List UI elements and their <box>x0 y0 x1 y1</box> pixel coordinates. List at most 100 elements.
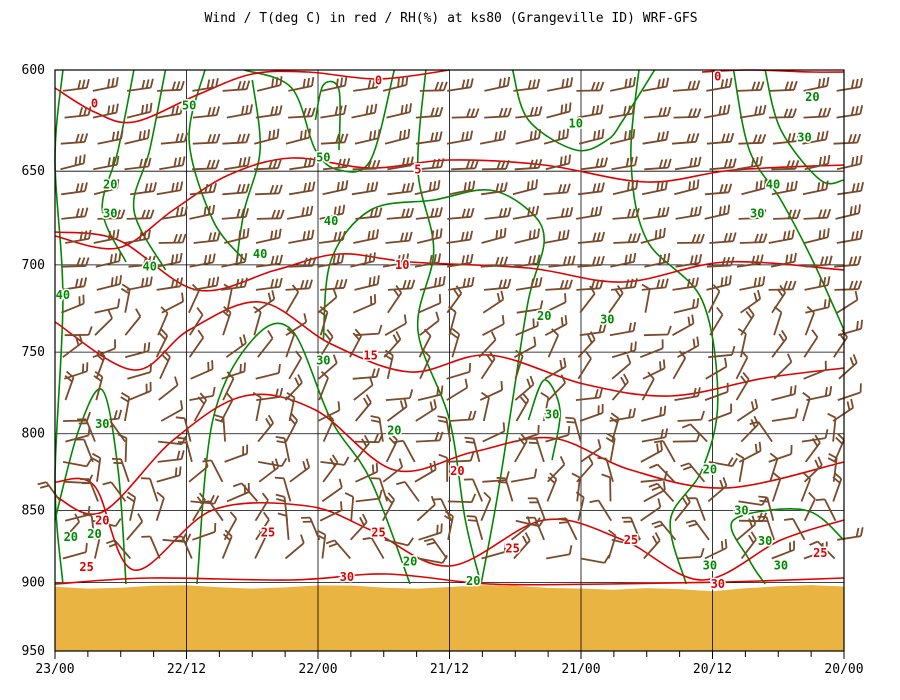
wind-barb-flag <box>817 78 821 88</box>
wind-barb <box>188 329 205 358</box>
wind-barb-flag <box>725 256 731 266</box>
wind-barb <box>735 452 745 482</box>
wind-barb-flag <box>279 76 283 86</box>
wind-barb-shaft <box>735 356 749 380</box>
rh-label: 40 <box>766 178 780 192</box>
wind-barb-flag <box>267 330 274 339</box>
wind-barb-flag <box>530 278 534 288</box>
wind-barb-shaft <box>255 519 270 541</box>
wind-barb <box>126 78 154 92</box>
wind-barb <box>803 360 827 380</box>
wind-barb <box>156 252 183 268</box>
wind-barb-flag <box>663 405 667 415</box>
wind-barb-flag <box>635 179 639 189</box>
wind-barb-flag <box>367 160 372 170</box>
wind-barb <box>319 329 334 358</box>
wind-barb-flag <box>370 182 375 192</box>
wind-barb-flag <box>438 294 442 304</box>
wind-barb <box>608 285 624 314</box>
wind-barb-flag <box>435 229 439 239</box>
wind-barb-flag <box>77 79 82 90</box>
wind-barb-flag <box>405 75 409 86</box>
wind-barb-shaft <box>580 557 605 564</box>
wind-barb <box>836 290 859 314</box>
wind-barb-flag <box>243 362 246 372</box>
wind-barb-flag <box>781 329 788 339</box>
wind-barb-flag <box>789 386 793 396</box>
wind-barb-flag <box>151 255 156 265</box>
wind-barb-flag <box>407 128 411 138</box>
wind-barb-flag <box>633 252 637 263</box>
wind-barb-flag <box>319 305 329 313</box>
wind-barb-flag <box>216 231 221 241</box>
wind-barb-flag <box>207 278 211 288</box>
wind-barb <box>736 254 764 268</box>
wind-barb-flag <box>447 305 457 313</box>
rh-isoline <box>196 322 411 585</box>
wind-barb <box>355 462 379 483</box>
wind-barb <box>680 462 706 483</box>
wind-barb-flag <box>688 181 691 191</box>
wind-barb-flag <box>623 106 627 116</box>
wind-barb <box>221 529 233 559</box>
wind-barb-flag <box>557 517 567 520</box>
wind-barb-shaft <box>817 540 836 560</box>
wind-barb <box>93 370 104 401</box>
wind-barb-flag <box>275 209 281 219</box>
wind-barb-flag <box>238 230 242 240</box>
wind-barb <box>705 357 728 380</box>
wind-barb-flag <box>84 207 89 217</box>
wind-barb-flag <box>665 130 669 140</box>
wind-barb-flag <box>658 228 662 239</box>
wind-barb <box>318 305 329 336</box>
wind-barb-flag <box>560 104 564 114</box>
wind-barb-flag <box>212 231 217 242</box>
wind-barb-flag <box>678 350 686 359</box>
wind-barb-flag <box>337 401 341 411</box>
temperature-label: 20 <box>95 514 109 528</box>
wind-barb-flag <box>562 129 565 139</box>
wind-barb <box>512 205 540 220</box>
wind-barb-flag <box>529 375 535 385</box>
wind-barb <box>757 515 775 541</box>
wind-barb <box>837 319 863 337</box>
temperature-label: 5 <box>414 162 421 176</box>
wind-barb-flag <box>600 255 605 266</box>
wind-barb-flag <box>816 132 821 142</box>
wind-barb <box>223 283 233 313</box>
wind-barb <box>288 107 316 119</box>
wind-barb-flag <box>503 227 507 237</box>
wind-barb-flag <box>726 104 731 114</box>
wind-barb <box>740 415 759 443</box>
wind-barb <box>159 156 186 171</box>
wind-barb-flag <box>535 179 538 189</box>
wind-barb-flag <box>197 396 205 405</box>
wind-barb-flag <box>274 278 279 288</box>
wind-barb-flag <box>338 478 343 488</box>
wind-barb-flag <box>396 481 406 486</box>
wind-barb-flag <box>281 457 288 467</box>
wind-barb-flag <box>430 132 434 142</box>
wind-barb-flag <box>535 205 540 215</box>
wind-barb-flag <box>724 276 728 286</box>
wind-barb-flag <box>688 523 698 528</box>
wind-barb <box>675 205 702 220</box>
wind-barb-flag <box>696 297 700 308</box>
wind-barb-flag <box>683 465 693 471</box>
rh-label: 20 <box>805 90 819 104</box>
wind-barb <box>651 520 677 541</box>
wind-barb-flag <box>175 105 179 115</box>
wind-barb-flag <box>143 230 147 240</box>
wind-barb <box>257 330 274 358</box>
wind-barb-flag <box>207 134 212 144</box>
wind-barb <box>192 78 219 92</box>
wind-barb-flag <box>271 209 276 219</box>
wind-barb-flag <box>302 107 307 117</box>
wind-barb-shaft <box>416 503 436 522</box>
wind-barb-flag <box>112 209 117 219</box>
wind-barb-flag <box>241 80 246 90</box>
wind-barb-flag <box>847 134 853 144</box>
wind-barb-shaft <box>769 458 779 483</box>
wind-barb-flag <box>758 233 764 243</box>
wind-barb <box>96 275 122 291</box>
